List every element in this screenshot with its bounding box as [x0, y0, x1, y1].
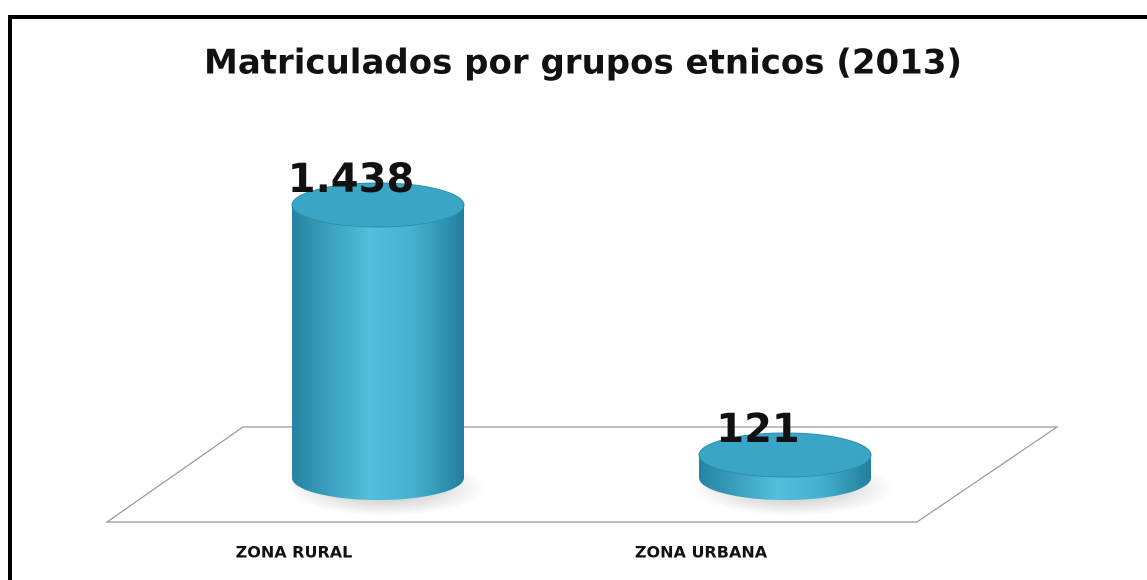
- value-label: 121: [716, 406, 800, 452]
- floor: [105, 426, 1059, 523]
- frame: [8, 15, 1147, 580]
- x-tick-label: ZONA URBANA: [635, 543, 768, 562]
- cylinder-top: [291, 182, 465, 228]
- x-tick-label: ZONA RURAL: [236, 543, 353, 562]
- value-label: 1.438: [288, 156, 415, 202]
- chart-title: Matriculados por grupos etnicos (2013): [204, 43, 962, 83]
- cylinder-body: [292, 205, 464, 500]
- cylinder-top: [698, 432, 872, 478]
